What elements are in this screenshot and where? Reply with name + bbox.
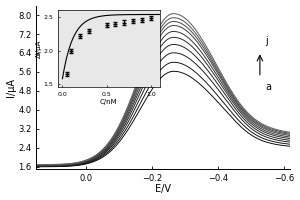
Text: j: j	[265, 36, 268, 46]
Y-axis label: I/μA: I/μA	[6, 78, 16, 97]
Text: a: a	[265, 82, 271, 92]
X-axis label: E/V: E/V	[155, 184, 171, 194]
